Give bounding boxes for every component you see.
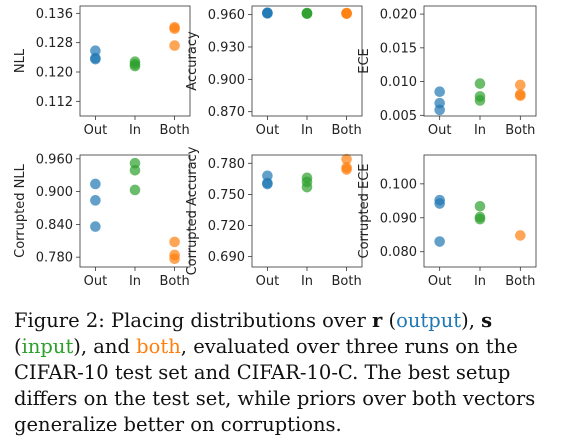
panel-1-point-out <box>90 53 101 65</box>
panel-1-xtick-label: In <box>129 123 141 138</box>
figure-caption: Figure 2: Placing distributions over r (… <box>14 308 562 438</box>
panel-4-ytick-label: 0.960 <box>36 152 73 167</box>
panel-6-point-in <box>474 213 486 225</box>
caption-text: ( <box>14 335 22 358</box>
panel-3-ytick-label: 0.005 <box>380 109 417 124</box>
panel-4-point-out <box>90 221 101 232</box>
caption-text: ), <box>461 309 482 332</box>
panel-4-point-in <box>129 164 141 176</box>
panel-6-ylabel: Corrupted ECE <box>357 164 372 259</box>
panel-4-xtick-label: Out <box>84 274 108 289</box>
panel-5-ytick-label: 0.750 <box>208 188 245 203</box>
panel-1-point-out <box>90 45 101 57</box>
panel-6-point-in <box>474 200 486 212</box>
panel-3-frame <box>423 5 537 117</box>
panel-2-ytick-label: 0.900 <box>208 73 245 88</box>
panel-4-xtick-label: Both <box>159 274 189 289</box>
caption-label: Figure 2: Placing distributions over <box>14 309 372 332</box>
panel-1-point-in <box>129 60 141 72</box>
panel-6-ytick-label: 0.100 <box>380 177 417 192</box>
panel-2-ytick-label: 0.870 <box>208 105 245 120</box>
panel-6-point-out <box>434 236 445 247</box>
panel-1-point-both <box>169 23 180 35</box>
panel-2-xtick-label: In <box>301 123 313 138</box>
panel-5-xtick-label: Out <box>256 274 280 289</box>
panel-4-xtick-label: In <box>129 274 141 289</box>
panel-3-point-in <box>474 95 486 106</box>
caption-text: ), and <box>73 335 130 358</box>
panel-1-ytick-label: 0.128 <box>36 36 73 51</box>
panel-5-xtick-label: Both <box>331 274 361 289</box>
panel-1-ytick-label: 0.112 <box>36 95 73 110</box>
panel-5-xtick-label: In <box>301 274 313 289</box>
caption-vector-s: s <box>481 309 493 332</box>
panel-5-ytick-label: 0.780 <box>208 157 245 172</box>
panel-4-point-out <box>90 195 101 206</box>
panel-2-frame <box>251 5 363 117</box>
panel-4-ytick-label: 0.780 <box>36 251 73 266</box>
panel-5-frame <box>251 154 363 268</box>
panel-3-point-both <box>515 79 526 91</box>
panel-3-point-in <box>474 78 486 89</box>
panel-5-point-out <box>262 170 273 182</box>
panel-1-xtick-label: Out <box>84 123 108 138</box>
panel-1-point-both <box>169 40 180 51</box>
panel-6-xtick-label: Out <box>428 274 452 289</box>
panel-6-xtick-label: Both <box>505 274 535 289</box>
panel-5-point-both <box>341 153 352 165</box>
panel-1-frame <box>79 5 191 117</box>
caption-rest: , evaluated over three runs on the CIFAR… <box>14 335 536 436</box>
panel-2-xtick-label: Out <box>256 123 280 138</box>
caption-vector-r: r <box>371 309 383 332</box>
panel-5-point-in <box>301 181 313 193</box>
panel-4-point-both <box>169 236 180 248</box>
panel-1-ytick-label: 0.120 <box>36 66 73 81</box>
panel-4-ytick-label: 0.840 <box>36 218 73 233</box>
panel-6-ytick-label: 0.080 <box>380 245 417 260</box>
panel-3-ytick-label: 0.015 <box>380 41 417 56</box>
panel-6-point-both <box>515 230 526 241</box>
panel-5-point-out <box>262 178 273 190</box>
panel-4-point-out <box>90 178 101 190</box>
panel-4-frame <box>79 154 191 268</box>
caption-output-word: output <box>396 309 462 332</box>
panel-4-point-in <box>129 184 141 196</box>
panel-2-point-out <box>262 7 273 18</box>
panel-2-ytick-label: 0.960 <box>208 8 245 23</box>
panel-5-ytick-label: 0.720 <box>208 219 245 234</box>
panel-1-ytick-label: 0.136 <box>36 7 73 22</box>
panel-2-point-in <box>301 7 313 19</box>
panel-2-point-both <box>341 7 352 19</box>
caption-both-word: both <box>136 335 181 358</box>
panel-6-xtick-label: In <box>474 274 486 289</box>
panel-1-xtick-label: Both <box>159 123 189 138</box>
panel-2-ylabel: Accuracy <box>185 31 200 91</box>
panel-5-point-both <box>341 164 352 175</box>
panel-6-ytick-label: 0.090 <box>380 211 417 226</box>
panel-3-xtick-label: Out <box>428 123 452 138</box>
panel-2-ytick-label: 0.930 <box>208 40 245 55</box>
figure-panel-grid: 0.136 0.128 0.120 0.112 Out In Both NLL 0.960 0.9… <box>13 5 537 289</box>
panel-1-ylabel: NLL <box>13 48 28 73</box>
panel-3-ytick-label: 0.010 <box>380 75 417 90</box>
panel-6-point-out <box>434 198 445 209</box>
panel-3-xtick-label: Both <box>505 123 535 138</box>
panel-3-point-both <box>515 90 526 102</box>
panel-4-ytick-label: 0.900 <box>36 185 73 200</box>
panel-3-point-out <box>434 86 445 98</box>
panel-3-ytick-label: 0.020 <box>380 8 417 23</box>
caption-input-word: input <box>21 335 74 358</box>
panel-4-point-both <box>169 253 180 265</box>
panel-5-ylabel: Corrupted Accuracy <box>185 146 200 275</box>
panel-5-ytick-label: 0.690 <box>208 250 245 265</box>
panel-4-ylabel: Corrupted NLL <box>13 163 28 257</box>
caption-text: ( <box>382 309 397 332</box>
panel-6-frame <box>423 154 537 268</box>
panel-3-point-out <box>434 104 445 116</box>
panel-3-xtick-label: In <box>474 123 486 138</box>
panel-2-xtick-label: Both <box>331 123 361 138</box>
panel-3-ylabel: ECE <box>357 48 372 74</box>
